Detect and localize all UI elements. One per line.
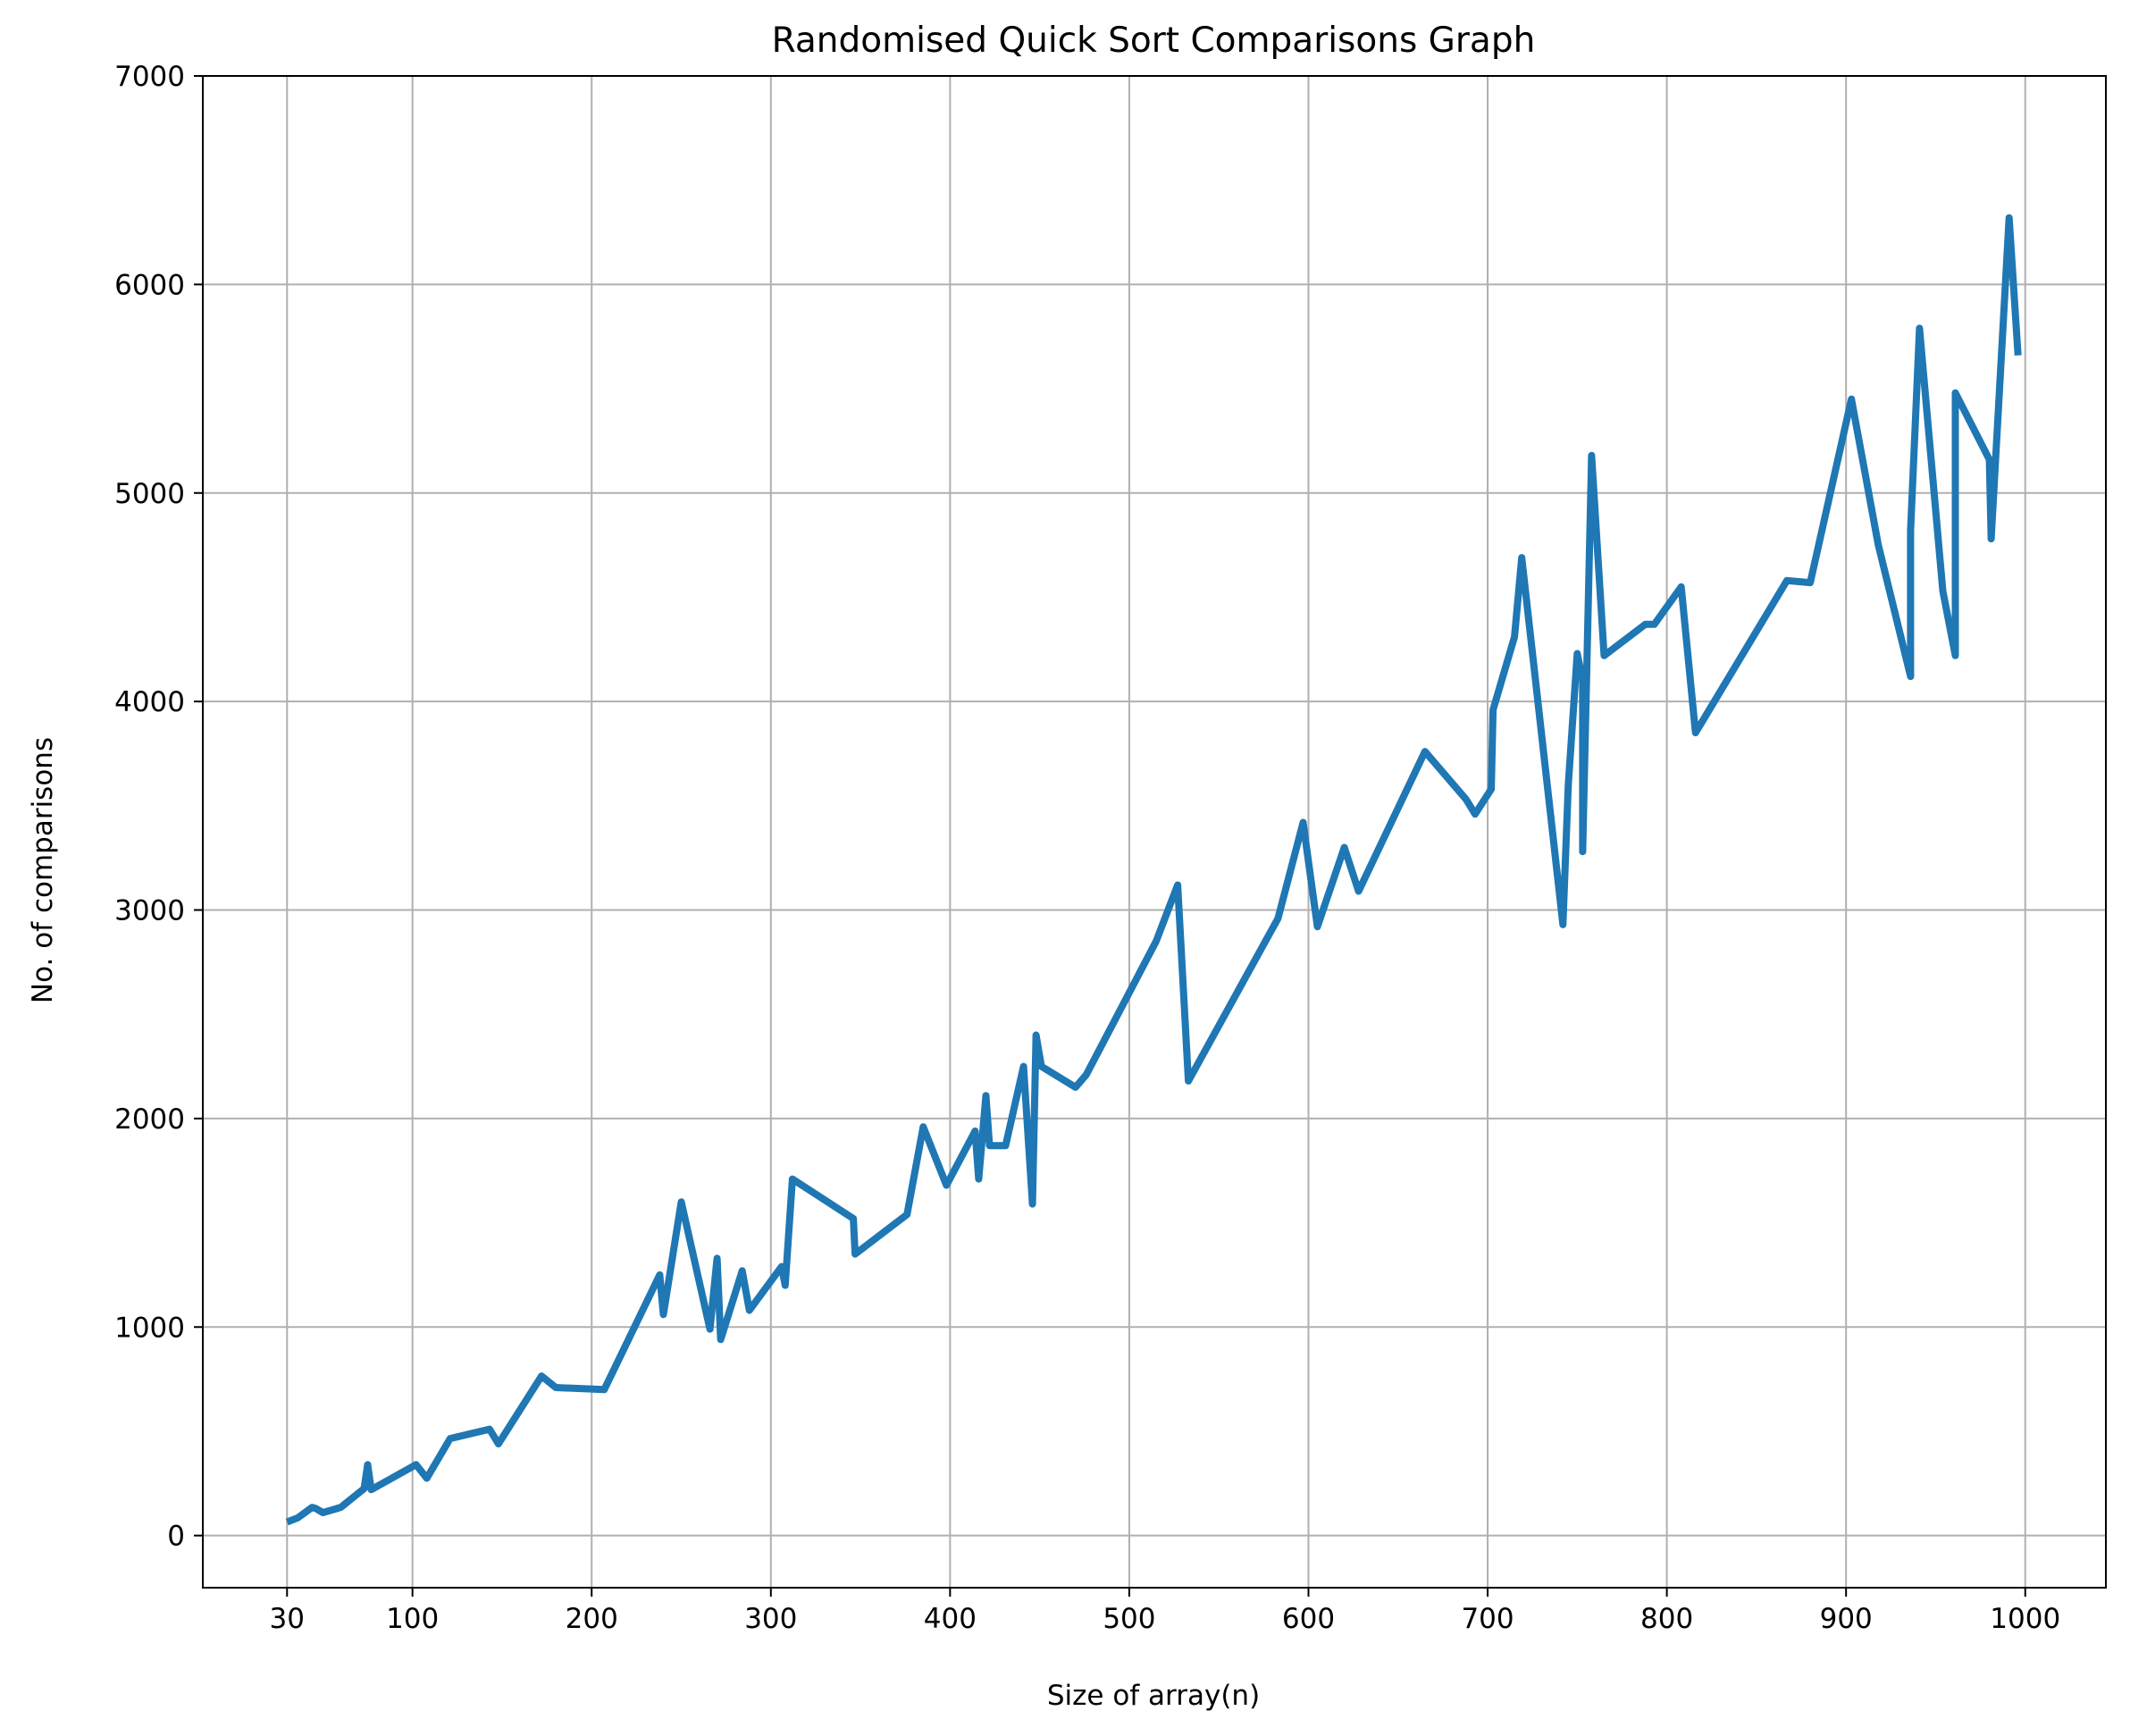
x-axis-label: Size of array(n) bbox=[1047, 1680, 1260, 1712]
y-tick-label: 3000 bbox=[114, 895, 185, 927]
x-tick-label: 100 bbox=[386, 1603, 439, 1635]
plot-frame bbox=[202, 75, 2107, 1589]
x-tick-label: 600 bbox=[1282, 1603, 1335, 1635]
x-tick-label: 900 bbox=[1820, 1603, 1873, 1635]
x-tick-label: 1000 bbox=[1990, 1603, 2060, 1635]
y-axis-label: No. of comparisons bbox=[27, 737, 59, 1003]
x-tick-label: 200 bbox=[566, 1603, 618, 1635]
x-tick-label: 800 bbox=[1640, 1603, 1693, 1635]
x-axis-ticks: 30 100 200 300 400 500 600 700 800 900 1000 bbox=[270, 1588, 2060, 1635]
x-tick-label: 400 bbox=[924, 1603, 977, 1635]
chart-title: Randomised Quick Sort Comparisons Graph bbox=[772, 21, 1536, 61]
y-tick-label: 5000 bbox=[114, 478, 185, 510]
series-layer bbox=[285, 214, 2022, 1526]
series-line-comparisons bbox=[285, 214, 2022, 1526]
y-tick-label: 2000 bbox=[114, 1103, 185, 1136]
x-tick-label: 700 bbox=[1461, 1603, 1514, 1635]
y-axis-ticks: 0 1000 2000 3000 4000 5000 6000 7000 bbox=[114, 61, 203, 1553]
y-tick-label: 6000 bbox=[114, 269, 185, 301]
y-tick-label: 1000 bbox=[114, 1312, 185, 1344]
x-tick-label: 300 bbox=[744, 1603, 797, 1635]
x-tick-label: 500 bbox=[1103, 1603, 1155, 1635]
y-tick-label: 4000 bbox=[114, 686, 185, 718]
y-tick-label: 7000 bbox=[114, 61, 185, 93]
x-tick-label: 30 bbox=[270, 1603, 305, 1635]
grid bbox=[203, 75, 2106, 1588]
y-tick-label: 0 bbox=[167, 1521, 185, 1553]
